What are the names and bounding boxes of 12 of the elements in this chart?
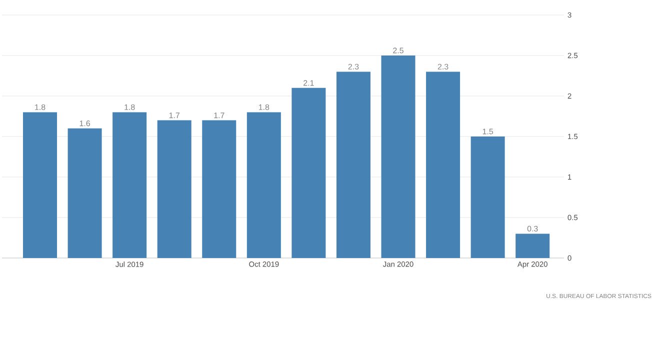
bar [381,55,416,258]
bar [112,112,147,258]
bar [202,120,236,258]
bar [246,112,281,258]
bar [470,136,505,258]
bar [292,88,326,258]
bar [23,112,58,258]
bar [426,72,460,258]
bar [516,234,550,258]
bar [157,120,192,258]
bar [336,72,370,258]
bar [68,128,102,258]
